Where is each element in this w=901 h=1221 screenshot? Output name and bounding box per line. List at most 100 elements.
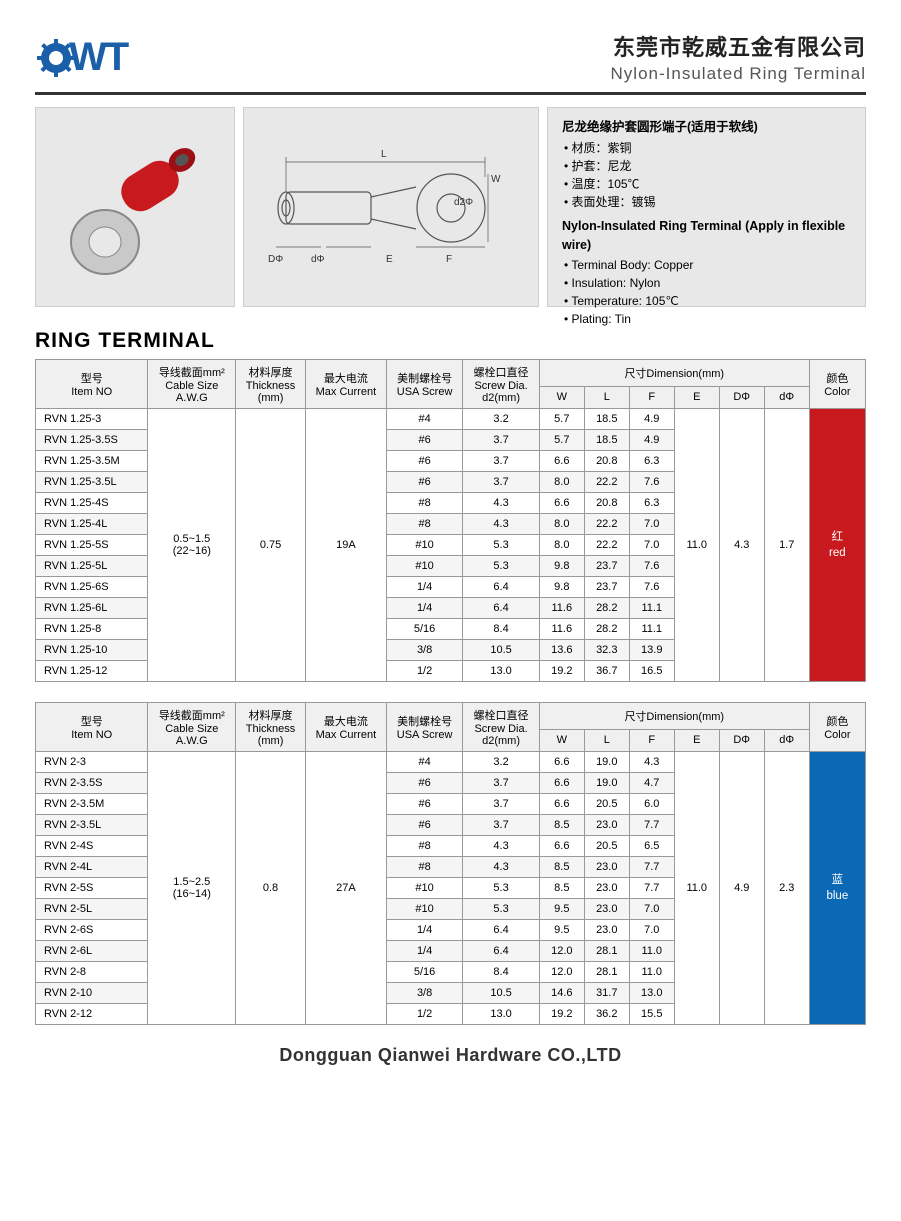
cell-L: 20.8 [584,451,629,472]
cell-d2: 6.4 [463,598,539,619]
spec-table: 型号Item NO导线截面mm²Cable SizeA.W.G材料厚度Thick… [35,359,866,682]
spec-bullet-en: • Plating: Tin [564,310,851,328]
cell-d2: 5.3 [463,899,539,920]
cell-F: 16.5 [629,661,674,682]
cell-d2: 4.3 [463,857,539,878]
cell-F: 7.0 [629,514,674,535]
cell-item: RVN 2-3.5S [36,773,148,794]
cell-L: 28.2 [584,619,629,640]
cell-W: 9.5 [539,920,584,941]
cell-d2: 4.3 [463,493,539,514]
cell-screw: 3/8 [386,983,462,1004]
cell-W: 8.0 [539,514,584,535]
cell-W: 13.6 [539,640,584,661]
cell-item: RVN 2-4L [36,857,148,878]
cell-L: 18.5 [584,430,629,451]
spec-bullet-en: • Insulation: Nylon [564,274,851,292]
cell-F: 6.0 [629,794,674,815]
cell-L: 28.1 [584,962,629,983]
cell-F: 13.9 [629,640,674,661]
cell-screw: #8 [386,514,462,535]
cell-screw: #10 [386,556,462,577]
cell-W: 9.5 [539,899,584,920]
cell-DPhi: 4.9 [719,752,764,1025]
cell-L: 23.0 [584,815,629,836]
cell-item: RVN 2-8 [36,962,148,983]
cell-d2: 3.7 [463,451,539,472]
cell-F: 7.7 [629,815,674,836]
cell-W: 19.2 [539,1004,584,1025]
cell-screw: 5/16 [386,962,462,983]
cell-screw: 1/4 [386,577,462,598]
label-L: L [381,149,387,160]
cell-item: RVN 1.25-12 [36,661,148,682]
cell-d2: 13.0 [463,661,539,682]
cell-screw: #6 [386,451,462,472]
cell-thickness: 0.8 [236,752,306,1025]
cell-item: RVN 1.25-3.5S [36,430,148,451]
cell-thickness: 0.75 [236,409,306,682]
cell-screw: 1/4 [386,598,462,619]
cell-W: 8.0 [539,535,584,556]
cell-W: 14.6 [539,983,584,1004]
cell-item: RVN 1.25-5S [36,535,148,556]
cell-screw: #8 [386,493,462,514]
label-Dphi: DΦ [268,254,283,265]
spec-bullet-en: • Temperature: 105℃ [564,292,851,310]
spec-bullet-cn: • 护套：尼龙 [564,157,851,175]
spec-title-cn: 尼龙绝缘护套圆形端子(适用于软线) [562,118,851,137]
cell-L: 22.2 [584,514,629,535]
cell-current: 19A [305,409,386,682]
cell-F: 6.5 [629,836,674,857]
cell-item: RVN 2-4S [36,836,148,857]
cell-d2: 5.3 [463,535,539,556]
cell-item: RVN 2-12 [36,1004,148,1025]
cell-d2: 5.3 [463,556,539,577]
cell-color: 蓝blue [809,752,865,1025]
cell-screw: 1/2 [386,1004,462,1025]
cell-d2: 3.2 [463,409,539,430]
cell-item: RVN 2-3 [36,752,148,773]
cell-item: RVN 1.25-3 [36,409,148,430]
cell-dPhi: 2.3 [764,752,809,1025]
cell-W: 12.0 [539,962,584,983]
spec-bullet-en: • Terminal Body: Copper [564,256,851,274]
cell-d2: 10.5 [463,640,539,661]
logo: WT [35,31,127,84]
cell-screw: 1/4 [386,920,462,941]
cell-W: 19.2 [539,661,584,682]
cell-d2: 13.0 [463,1004,539,1025]
footer-company: Dongguan Qianwei Hardware CO.,LTD [35,1045,866,1066]
cell-F: 11.1 [629,619,674,640]
cell-screw: 1/2 [386,661,462,682]
cell-W: 6.6 [539,493,584,514]
cell-L: 23.7 [584,556,629,577]
spec-text: 尼龙绝缘护套圆形端子(适用于软线) • 材质：紫铜• 护套：尼龙• 温度：105… [547,107,866,307]
cell-cable: 1.5~2.5 (16~14) [148,752,236,1025]
cell-screw: #10 [386,535,462,556]
cell-d2: 6.4 [463,941,539,962]
cell-item: RVN 1.25-4L [36,514,148,535]
spec-title-en: Nylon-Insulated Ring Terminal (Apply in … [562,217,851,255]
cell-d2: 3.7 [463,815,539,836]
cell-item: RVN 2-6S [36,920,148,941]
cell-W: 5.7 [539,430,584,451]
cell-dPhi: 1.7 [764,409,809,682]
cell-d2: 6.4 [463,577,539,598]
cell-item: RVN 2-10 [36,983,148,1004]
cell-d2: 8.4 [463,962,539,983]
cell-W: 9.8 [539,577,584,598]
cell-W: 11.6 [539,598,584,619]
cell-DPhi: 4.3 [719,409,764,682]
cell-screw: #4 [386,409,462,430]
cell-E: 11.0 [674,752,719,1025]
cell-screw: #6 [386,794,462,815]
cell-item: RVN 2-5S [36,878,148,899]
cell-L: 23.0 [584,920,629,941]
cell-W: 6.6 [539,836,584,857]
cell-F: 15.5 [629,1004,674,1025]
cell-L: 22.2 [584,472,629,493]
cell-W: 9.8 [539,556,584,577]
cell-item: RVN 1.25-6L [36,598,148,619]
cell-W: 8.5 [539,878,584,899]
